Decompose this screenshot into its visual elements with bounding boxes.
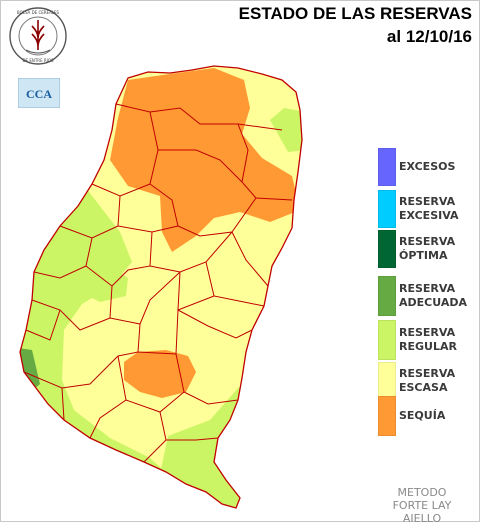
legend-label: RESERVA ADECUADA — [399, 282, 467, 309]
method-line-2: FORTE LAY — [392, 499, 452, 512]
method-line-1: METODO — [397, 486, 447, 499]
svg-text:CCA: CCA — [26, 87, 52, 101]
legend-swatch — [378, 320, 396, 360]
title-line-1: ESTADO DE LAS RESERVAS — [238, 4, 472, 23]
province-map — [19, 65, 303, 509]
svg-text:DE ENTRE RIOS: DE ENTRE RIOS — [22, 58, 54, 63]
legend-item-reserva-optima: RESERVA ÓPTIMA — [378, 230, 459, 268]
legend-label: RESERVA ESCASA — [399, 367, 456, 394]
bolsa-cereales-seal-logo: BOLSA DE CEREALES DE ENTRE RIOS — [9, 7, 67, 65]
svg-text:BOLSA DE CEREALES: BOLSA DE CEREALES — [17, 10, 60, 15]
method-line-3: AIELLO — [402, 512, 442, 525]
legend-swatch — [378, 190, 396, 228]
method-note: METODO FORTE LAY AIELLO — [372, 486, 472, 525]
legend-label: RESERVA EXCESIVA — [399, 195, 459, 222]
legend-item-reserva-regular: RESERVA REGULAR — [378, 320, 459, 360]
legend-item-reserva-adecuada: RESERVA ADECUADA — [378, 276, 467, 316]
title-line-2: al 12/10/16 — [386, 27, 472, 46]
cca-logo: CCA — [18, 78, 60, 108]
legend-swatch — [378, 230, 396, 268]
legend-item-reserva-escasa: RESERVA ESCASA — [378, 362, 459, 400]
legend-label: RESERVA ÓPTIMA — [399, 235, 456, 262]
legend-swatch — [378, 276, 396, 316]
legend-swatch — [378, 396, 396, 436]
legend-label: EXCESOS — [399, 160, 456, 173]
legend-swatch — [378, 148, 396, 186]
map-title: ESTADO DE LAS RESERVAS al 12/10/16 — [220, 4, 472, 47]
legend-label: SEQUÍA — [399, 409, 446, 422]
legend-item-excesos: EXCESOS — [378, 148, 455, 186]
legend-item-reserva-excesiva: RESERVA EXCESIVA — [378, 190, 459, 228]
legend-swatch — [378, 362, 396, 400]
legend-item-sequia: SEQUÍA — [378, 396, 445, 436]
legend-label: RESERVA REGULAR — [399, 326, 457, 353]
